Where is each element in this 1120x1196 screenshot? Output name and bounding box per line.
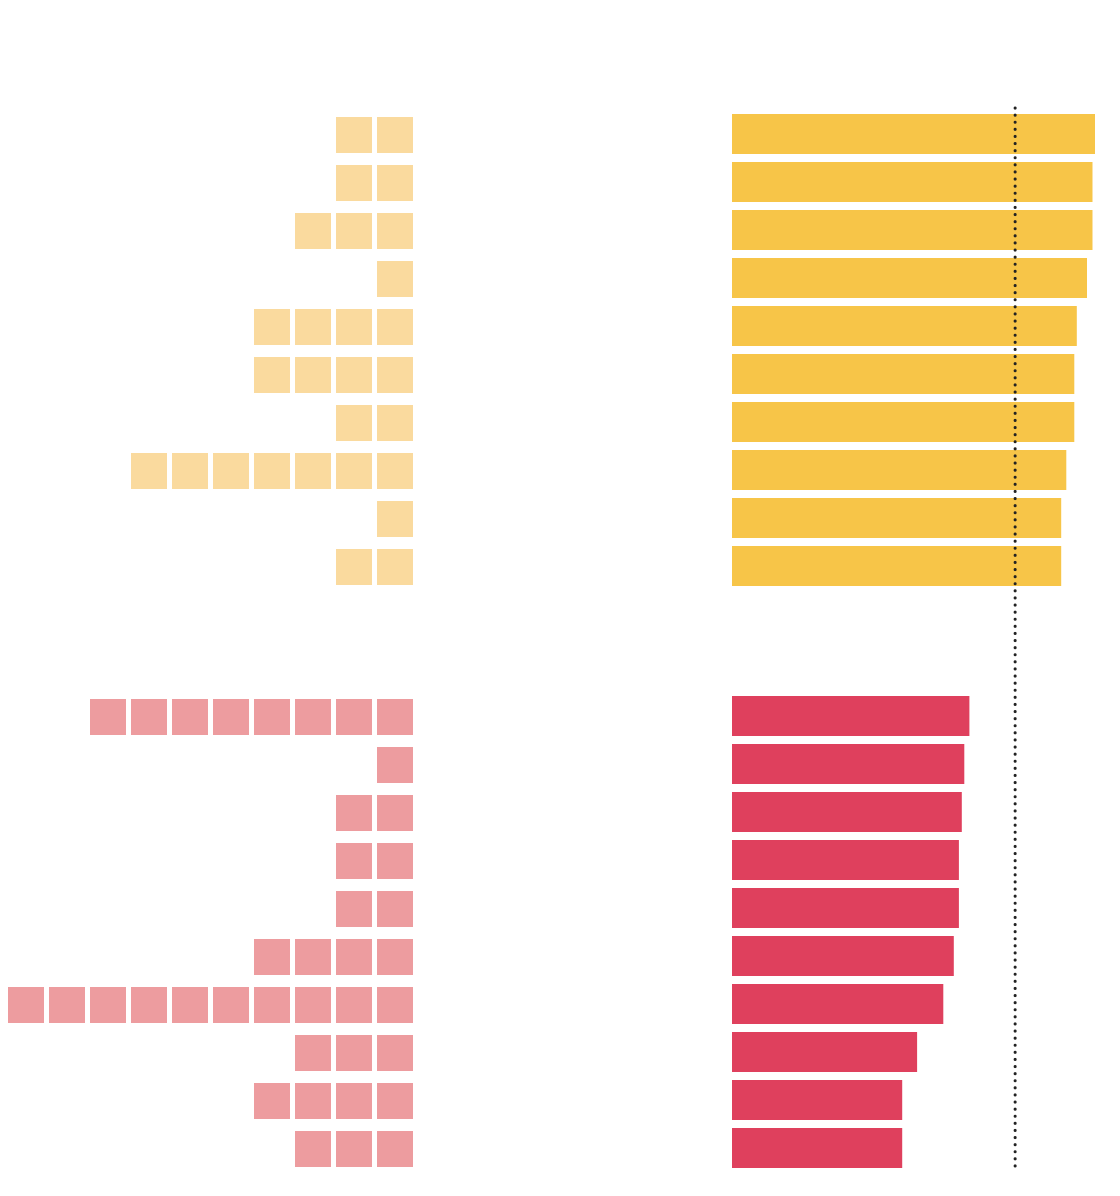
bar-mark: [732, 306, 1077, 346]
square-mark: [295, 1083, 331, 1119]
square-mark: [336, 453, 372, 489]
square-mark: [295, 213, 331, 249]
square-mark: [336, 987, 372, 1023]
bar-mark: [732, 1080, 903, 1120]
bar-mark: [732, 744, 965, 784]
square-mark: [377, 795, 413, 831]
square-mark: [336, 117, 372, 153]
square-mark: [295, 699, 331, 735]
square-mark: [254, 987, 290, 1023]
bar-mark: [732, 546, 1062, 586]
square-mark: [90, 987, 126, 1023]
bar-mark: [732, 258, 1087, 298]
square-mark: [377, 1035, 413, 1071]
square-mark: [336, 795, 372, 831]
square-mark: [336, 699, 372, 735]
bar-mark: [732, 888, 959, 928]
bar-mark: [732, 792, 962, 832]
square-mark: [336, 891, 372, 927]
bar-mark: [732, 840, 959, 880]
square-mark: [90, 699, 126, 735]
square-mark: [295, 987, 331, 1023]
square-mark: [377, 261, 413, 297]
square-mark: [377, 1131, 413, 1167]
square-mark: [336, 165, 372, 201]
square-mark: [295, 1035, 331, 1071]
square-mark: [336, 1035, 372, 1071]
square-mark: [172, 987, 208, 1023]
square-mark: [213, 699, 249, 735]
square-mark: [377, 501, 413, 537]
bar-mark: [732, 984, 944, 1024]
square-mark: [254, 357, 290, 393]
square-mark: [377, 549, 413, 585]
square-mark: [377, 1083, 413, 1119]
square-mark: [254, 309, 290, 345]
square-mark: [213, 453, 249, 489]
square-mark: [295, 453, 331, 489]
square-mark: [336, 1083, 372, 1119]
square-mark: [254, 939, 290, 975]
square-mark: [254, 453, 290, 489]
bar-mark: [732, 354, 1075, 394]
square-mark: [377, 699, 413, 735]
bar-mark: [732, 696, 970, 736]
square-mark: [377, 309, 413, 345]
square-mark: [336, 843, 372, 879]
square-mark: [377, 117, 413, 153]
square-mark: [377, 939, 413, 975]
square-mark: [254, 699, 290, 735]
square-mark: [336, 213, 372, 249]
bar-mark: [732, 498, 1062, 538]
square-mark: [377, 213, 413, 249]
bar-mark: [732, 162, 1093, 202]
square-mark: [377, 891, 413, 927]
square-mark: [131, 453, 167, 489]
square-mark: [172, 699, 208, 735]
square-mark: [377, 405, 413, 441]
square-mark: [172, 453, 208, 489]
square-mark: [377, 357, 413, 393]
bar-mark: [732, 1128, 903, 1168]
bar-mark: [732, 450, 1067, 490]
square-mark: [295, 309, 331, 345]
bar-mark: [732, 210, 1093, 250]
square-mark: [336, 939, 372, 975]
bar-mark: [732, 114, 1095, 154]
square-mark: [377, 747, 413, 783]
square-mark: [131, 987, 167, 1023]
square-mark: [131, 699, 167, 735]
square-mark: [377, 453, 413, 489]
square-mark: [295, 1131, 331, 1167]
square-mark: [8, 987, 44, 1023]
bar-mark: [732, 936, 954, 976]
bar-mark: [732, 1032, 918, 1072]
square-mark: [295, 939, 331, 975]
square-mark: [295, 357, 331, 393]
square-mark: [336, 549, 372, 585]
square-mark: [213, 987, 249, 1023]
square-mark: [49, 987, 85, 1023]
square-mark: [377, 165, 413, 201]
square-mark: [377, 843, 413, 879]
square-mark: [336, 405, 372, 441]
square-mark: [336, 357, 372, 393]
square-mark: [254, 1083, 290, 1119]
square-mark: [336, 1131, 372, 1167]
bar-mark: [732, 402, 1075, 442]
square-mark: [377, 987, 413, 1023]
square-mark: [336, 309, 372, 345]
